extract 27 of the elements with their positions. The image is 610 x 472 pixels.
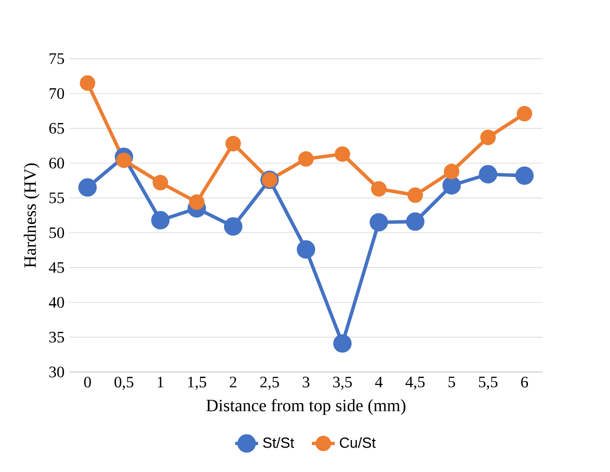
y-axis-title: Hardness (HV) bbox=[24, 163, 40, 268]
y-tick-label: 35 bbox=[49, 332, 64, 343]
x-tick-label: 0 bbox=[84, 376, 91, 388]
x-tick-label: 0,5 bbox=[114, 376, 134, 390]
y-tick-label: 45 bbox=[48, 262, 64, 273]
legend-label: Cu/St bbox=[340, 437, 376, 448]
x-tick-label: 6 bbox=[521, 376, 528, 388]
y-tick-label: 55 bbox=[50, 192, 64, 204]
x-tick-label: 3,5 bbox=[333, 376, 352, 390]
x-tick-label: 1,5 bbox=[188, 376, 206, 390]
y-tick-label: 70 bbox=[50, 88, 64, 99]
x-axis-title: Distance from top side (mm) bbox=[206, 398, 406, 415]
x-tick-label: 5,5 bbox=[478, 376, 498, 390]
y-tick-label: 30 bbox=[49, 366, 64, 378]
x-tick-label: 2 bbox=[230, 376, 236, 388]
x-tick-label: 1 bbox=[158, 376, 164, 388]
x-tick-label: 2,5 bbox=[260, 376, 279, 390]
y-tick-label: 60 bbox=[49, 158, 64, 169]
x-tick-label: 3 bbox=[302, 376, 310, 388]
x-tick-label: 5 bbox=[448, 376, 456, 388]
x-tick-label: 4,5 bbox=[406, 376, 425, 390]
y-tick-label: 65 bbox=[49, 122, 64, 134]
x-tick-label: 4 bbox=[375, 376, 383, 388]
legend-label: St/St bbox=[263, 437, 294, 448]
y-tick-label: 75 bbox=[50, 53, 64, 64]
y-tick-label: 40 bbox=[48, 296, 64, 308]
y-tick-label: 50 bbox=[50, 227, 64, 238]
